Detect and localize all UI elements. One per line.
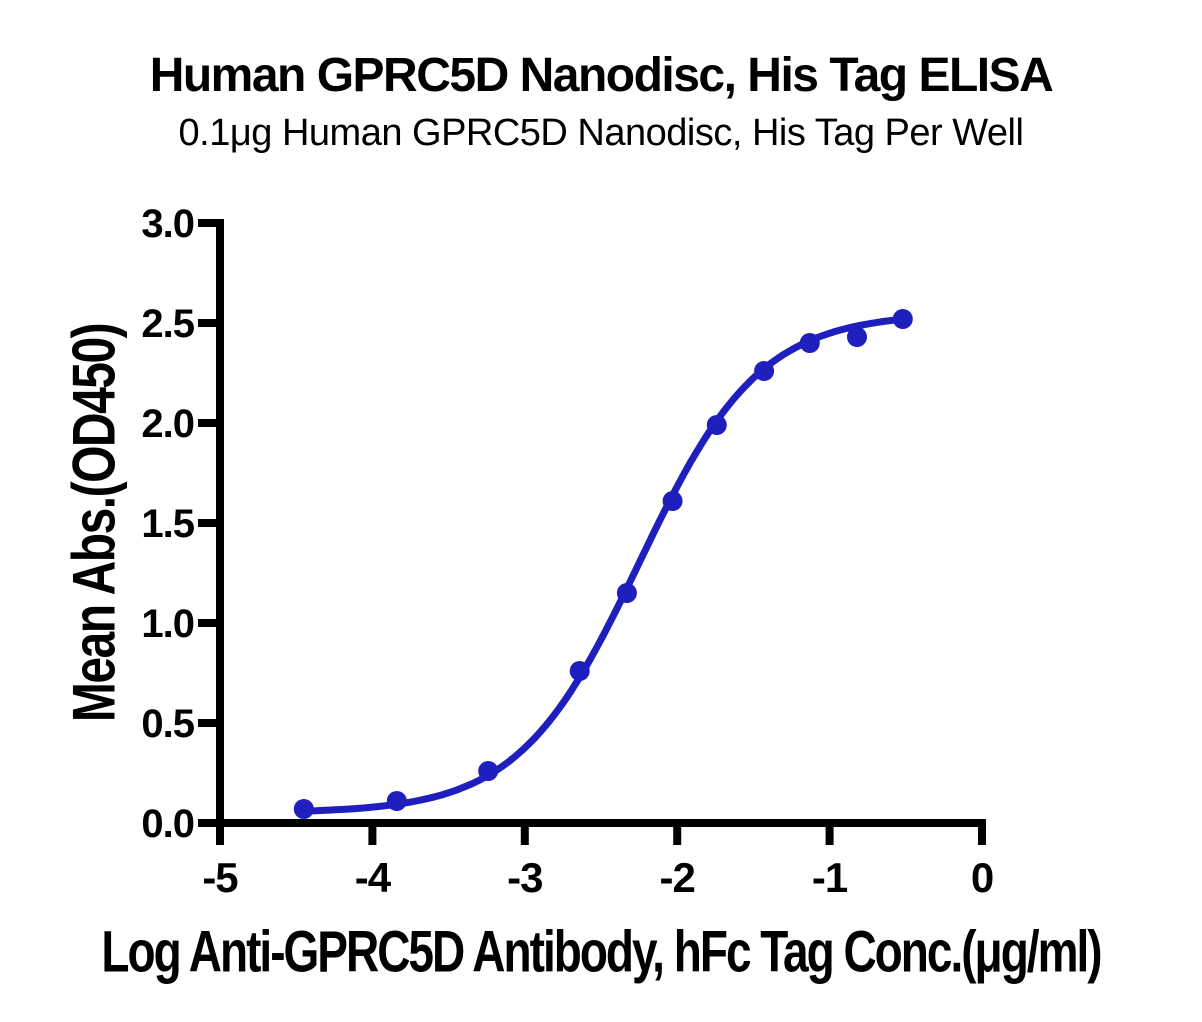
data-point <box>293 799 314 819</box>
x-tick-label: -3 <box>507 854 542 901</box>
y-tick-label: 0.5 <box>141 702 194 746</box>
y-tick-label: 0.0 <box>141 802 194 846</box>
data-point <box>662 491 683 511</box>
y-axis-title: Mean Abs.(OD450) <box>61 323 129 723</box>
data-point <box>799 333 820 353</box>
fit-curve <box>300 315 907 815</box>
chart-title: Human GPRC5D Nanodisc, His Tag ELISA <box>149 49 1054 102</box>
x-tick-label: -4 <box>355 854 392 901</box>
data-point <box>478 761 499 781</box>
chart-subtitle: 0.1μg Human GPRC5D Nanodisc, His Tag Per… <box>178 112 1024 154</box>
y-tick-label: 1.0 <box>141 602 194 646</box>
data-point <box>706 415 727 435</box>
data-point <box>616 583 637 603</box>
data-point <box>847 327 867 347</box>
data-point <box>569 661 590 681</box>
x-tick-label: -5 <box>202 854 238 901</box>
data-point <box>386 791 407 811</box>
x-tick-label: 0 <box>971 854 993 901</box>
y-tick-label: 2.0 <box>141 402 194 446</box>
y-tick-label: 1.5 <box>141 502 194 546</box>
x-tick-label: -1 <box>812 854 848 901</box>
x-tick-label: -2 <box>660 854 695 901</box>
y-tick-label: 3.0 <box>141 202 194 246</box>
x-axis-title: Log Anti-GPRC5D Antibody, hFc Tag Conc.(… <box>101 917 1102 985</box>
data-point <box>754 361 775 381</box>
y-tick-label: 2.5 <box>141 302 194 346</box>
data-point <box>892 309 913 329</box>
